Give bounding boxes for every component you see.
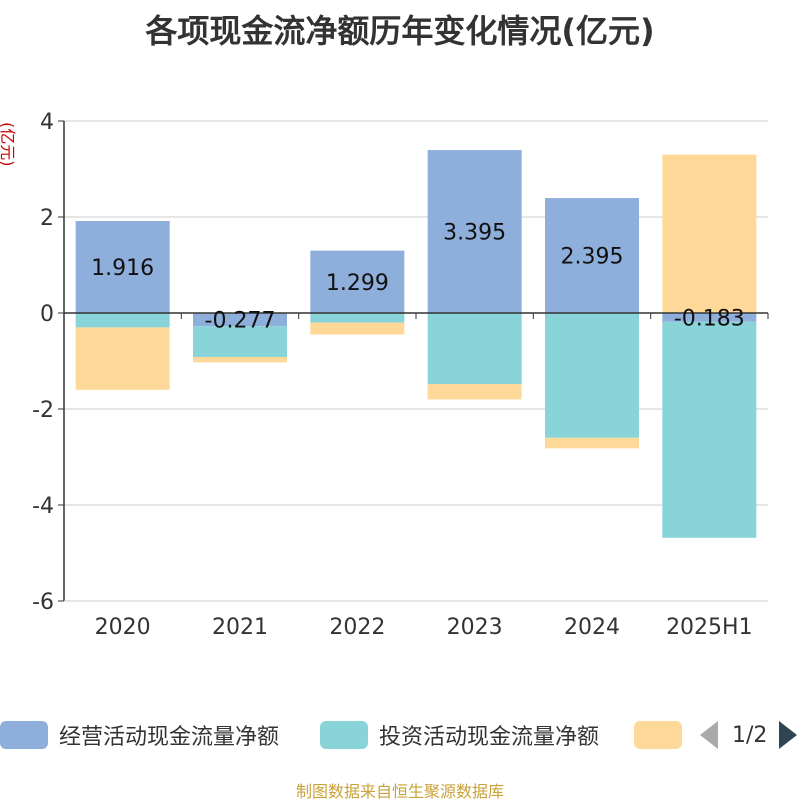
axes: -6 -4 -2 0 2 4 2020 2021 2022 2023 2024 2025H1 [32, 110, 769, 640]
bar-s1-2023[interactable] [427, 150, 522, 313]
data-label: 1.299 [326, 271, 389, 296]
bar-s2-2022[interactable] [310, 313, 405, 323]
bar-s1-2024[interactable] [545, 198, 639, 313]
legend-swatch-third [634, 721, 682, 749]
chart-title: 各项现金流净额历年变化情况(亿元) [145, 12, 655, 50]
x-tick-label: 2022 [329, 615, 385, 640]
y-tick-label: 2 [40, 206, 54, 231]
y-axis-label: (亿元) [0, 122, 17, 167]
bar-s1-2020[interactable] [75, 221, 170, 313]
x-tick-label: 2024 [564, 615, 620, 640]
bar-s2-2025H1[interactable] [662, 321, 757, 538]
legend-item-investing[interactable]: 投资活动现金流量净额 [320, 720, 599, 750]
y-tick-label: 0 [40, 302, 54, 327]
bar-s3-2023[interactable] [427, 384, 522, 400]
legend-pager: 1/2 [700, 718, 798, 752]
y-tick-label: 4 [40, 110, 54, 135]
legend-page-indicator: 1/2 [732, 722, 768, 748]
bar-s1-2022[interactable] [310, 250, 405, 313]
x-tick-label: 2020 [95, 615, 151, 640]
bar-s2-2021[interactable] [193, 326, 287, 358]
bar-s2-2023[interactable] [427, 313, 522, 385]
source-note: 制图数据来自恒生聚源数据库 [295, 782, 504, 800]
bar-s2-2024[interactable] [545, 313, 639, 438]
y-tick-label: -6 [32, 590, 54, 615]
bar-s2-2020[interactable] [75, 313, 170, 328]
data-label: 3.395 [443, 221, 506, 246]
legend-item-operating[interactable]: 经营活动现金流量净额 [0, 720, 279, 750]
legend-prev-arrow-icon[interactable] [700, 721, 718, 749]
bar-s1-2021[interactable] [193, 313, 287, 327]
legend: 经营活动现金流量净额 投资活动现金流量净额 1/2 [0, 716, 800, 756]
x-tick-label: 2025H1 [666, 615, 753, 640]
y-tick-label: -4 [32, 494, 54, 519]
data-label: 2.395 [561, 245, 624, 270]
bar-s3-2021[interactable] [193, 357, 287, 363]
bars [75, 150, 757, 538]
x-tick-label: 2023 [447, 615, 503, 640]
bar-chart: -6 -4 -2 0 2 4 2020 2021 2022 2023 2024 2025H1 1.91… [0, 110, 769, 640]
bar-s3-2020[interactable] [75, 327, 170, 390]
legend-next-arrow-icon[interactable] [779, 721, 798, 749]
data-label: 1.916 [91, 256, 154, 281]
legend-swatch-investing [320, 721, 368, 749]
legend-label-investing: 投资活动现金流量净额 [379, 725, 600, 750]
x-tick-label: 2021 [212, 615, 268, 640]
legend-swatch-operating [0, 721, 48, 749]
y-tick-label: -2 [32, 398, 54, 423]
bar-s3-2025H1[interactable] [662, 154, 757, 313]
bar-s3-2022[interactable] [310, 322, 405, 335]
legend-item-third[interactable] [634, 720, 693, 750]
bar-s1-2025H1[interactable] [662, 313, 757, 322]
data-labels: 1.916 -0.277 1.299 3.395 2.395 -0.183 [91, 221, 745, 334]
bar-s3-2024[interactable] [545, 437, 639, 449]
legend-label-operating: 经营活动现金流量净额 [59, 725, 280, 750]
data-label: -0.183 [674, 306, 745, 331]
data-label: -0.277 [205, 309, 276, 334]
